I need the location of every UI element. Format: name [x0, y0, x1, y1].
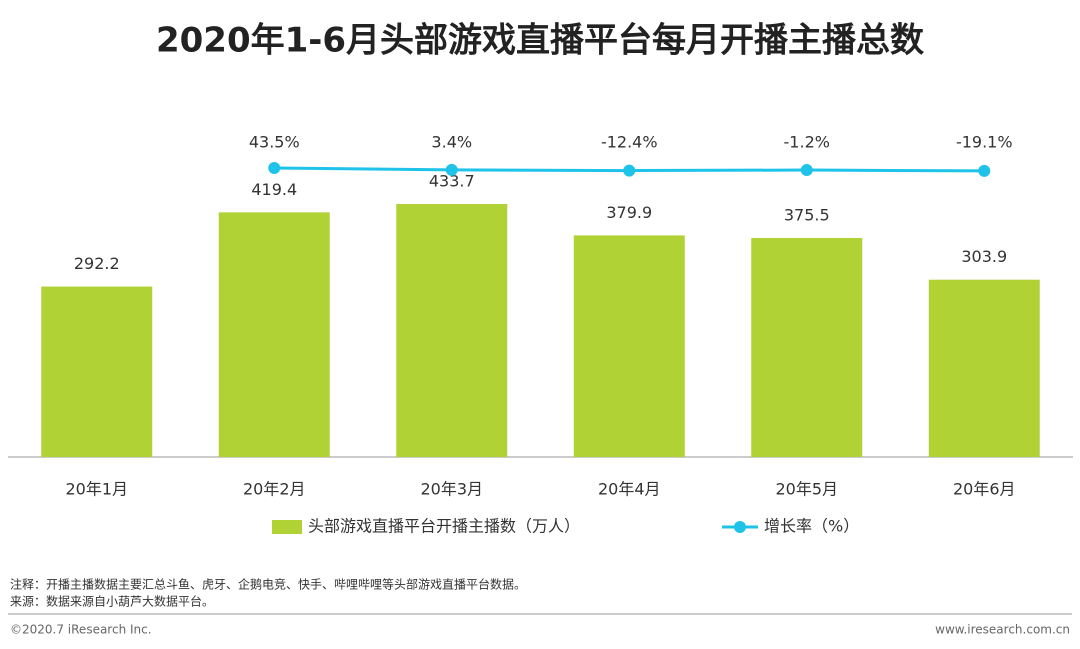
x-tick-label: 20年5月	[775, 480, 838, 499]
data-label: 3.4%	[431, 133, 472, 152]
legend-label: 增长率（%）	[764, 517, 859, 536]
point	[268, 161, 281, 174]
bar	[751, 237, 863, 457]
x-tick-label: 20年4月	[598, 480, 661, 499]
data-label: 375.5	[784, 205, 830, 224]
data-label: 43.5%	[249, 133, 300, 152]
data-label: 292.2	[74, 254, 120, 273]
point	[445, 163, 458, 176]
legend-swatch	[734, 521, 746, 533]
legend-label: 头部游戏直播平台开播主播数（万人）	[308, 517, 580, 536]
bar	[928, 279, 1040, 457]
copyright: ©2020.7 iResearch Inc.	[10, 623, 152, 637]
data-label: 419.4	[251, 180, 297, 199]
legend-swatch	[272, 520, 302, 534]
data-label: -19.1%	[956, 133, 1013, 152]
point	[800, 164, 813, 177]
data-label: 303.9	[961, 247, 1007, 266]
point	[978, 164, 991, 177]
chart-title: 2020年1-6月头部游戏直播平台每月开播主播总数	[156, 21, 924, 61]
x-tick-label: 20年3月	[420, 480, 483, 499]
bar	[218, 212, 330, 457]
point	[623, 164, 636, 177]
x-tick-label: 20年2月	[243, 480, 306, 499]
website: www.iresearch.com.cn	[935, 623, 1070, 637]
data-label: -12.4%	[601, 133, 658, 152]
bar	[396, 204, 508, 457]
note: 来源：数据来源自小葫芦大数据平台。	[10, 594, 214, 609]
x-tick-label: 20年1月	[65, 480, 128, 499]
data-label: 433.7	[429, 172, 475, 191]
note: 注释：开播主播数据主要汇总斗鱼、虎牙、企鹅电竞、快手、哔哩哔哩等头部游戏直播平台…	[10, 577, 526, 592]
x-tick-label: 20年6月	[953, 480, 1016, 499]
data-label: 379.9	[606, 203, 652, 222]
bar	[41, 286, 153, 457]
data-label: -1.2%	[784, 133, 830, 152]
bar	[573, 235, 685, 457]
